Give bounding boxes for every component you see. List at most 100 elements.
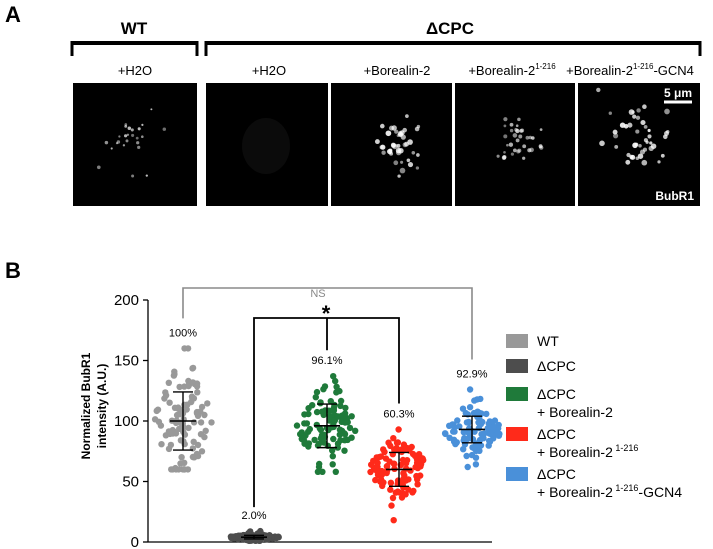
stain-label: BubR1 bbox=[655, 189, 694, 203]
data-point bbox=[402, 460, 410, 467]
kinetochore-spot bbox=[405, 114, 409, 118]
faint-cell-glow bbox=[242, 118, 290, 174]
chart-axes: 0 50 100 150 200 bbox=[114, 292, 492, 549]
data-point bbox=[166, 430, 174, 438]
kinetochore-spot bbox=[411, 151, 416, 155]
kinetochore-spot bbox=[392, 143, 398, 150]
kinetochore-spot bbox=[104, 140, 109, 145]
kinetochore-spot bbox=[608, 111, 612, 115]
data-point bbox=[337, 402, 344, 410]
kinetochore-spot bbox=[110, 147, 113, 150]
kinetochore-spot bbox=[643, 125, 648, 129]
legend-swatch bbox=[506, 387, 528, 401]
kinetochore-spot bbox=[127, 126, 132, 130]
legend-label-line-2: + Borealin-2 1-216-GCN4 bbox=[537, 483, 682, 500]
kinetochore-spot bbox=[613, 133, 619, 139]
panel-a-letter: A bbox=[5, 2, 21, 27]
legend-swatch bbox=[506, 359, 528, 373]
kinetochore-spot bbox=[385, 130, 392, 137]
data-point bbox=[201, 433, 208, 441]
micrograph-dcpc-borealin2-1-216 bbox=[455, 83, 575, 206]
y-tick-label: 0 bbox=[131, 534, 139, 549]
percent-label: 100% bbox=[169, 327, 197, 339]
data-point bbox=[407, 467, 414, 474]
data-point bbox=[463, 452, 470, 460]
panel-b-letter: B bbox=[5, 258, 21, 283]
data-point bbox=[204, 400, 211, 407]
data-point bbox=[466, 386, 474, 393]
kinetochore-spot bbox=[649, 141, 653, 145]
data-point bbox=[189, 364, 197, 372]
data-point bbox=[302, 432, 309, 439]
kinetochore-spot bbox=[137, 145, 141, 150]
kinetochore-spot bbox=[522, 156, 526, 160]
data-point bbox=[334, 413, 341, 420]
data-point bbox=[311, 436, 318, 444]
data-point bbox=[446, 422, 453, 429]
kinetochore-spot bbox=[503, 150, 506, 154]
condition-label-5: +Borealin-21-216-GCN4 bbox=[566, 62, 694, 78]
data-point bbox=[326, 413, 333, 420]
legend-swatch bbox=[506, 427, 528, 441]
data-point bbox=[478, 431, 486, 438]
data-point bbox=[330, 373, 337, 380]
data-point bbox=[475, 424, 483, 432]
kinetochore-spot bbox=[503, 134, 508, 139]
kinetochore-spot bbox=[150, 108, 153, 111]
kinetochore-spot bbox=[515, 128, 520, 134]
data-point bbox=[333, 389, 340, 396]
data-point bbox=[330, 435, 337, 443]
data-point bbox=[390, 460, 398, 467]
data-point bbox=[194, 412, 202, 419]
data-point bbox=[463, 419, 471, 426]
data-point bbox=[377, 453, 385, 460]
data-point bbox=[158, 441, 165, 448]
kinetochore-spot bbox=[162, 127, 167, 131]
legend-label: ΔCPC bbox=[537, 426, 576, 442]
data-point bbox=[464, 463, 471, 471]
condition-label-4: +Borealin-21-216 bbox=[468, 62, 556, 78]
condition-label-2: +H2O bbox=[252, 63, 286, 78]
data-point bbox=[387, 479, 395, 486]
data-point bbox=[293, 422, 301, 429]
percent-labels: 100% 2.0% 96.1% 60.3% 92.9% bbox=[169, 327, 488, 522]
data-point bbox=[460, 446, 467, 453]
y-axis-title-line-1: Normalized BubR1 bbox=[79, 352, 93, 459]
data-point bbox=[395, 426, 402, 433]
kinetochore-spot bbox=[614, 144, 619, 149]
data-point bbox=[327, 398, 334, 405]
data-point bbox=[460, 429, 467, 436]
kinetochore-spot bbox=[634, 142, 639, 147]
kinetochore-spot bbox=[379, 145, 384, 150]
kinetochore-spot bbox=[612, 129, 618, 135]
data-point bbox=[414, 481, 421, 488]
kinetochore-spot bbox=[388, 148, 393, 153]
kinetochore-spot bbox=[664, 108, 670, 115]
kinetochore-spot bbox=[642, 147, 648, 152]
data-point bbox=[189, 379, 197, 386]
data-point bbox=[398, 494, 406, 501]
kinetochore-spot bbox=[643, 138, 648, 143]
data-point bbox=[181, 466, 188, 473]
data-point bbox=[387, 486, 394, 493]
data-point bbox=[459, 405, 467, 412]
kinetochore-spot bbox=[522, 144, 527, 149]
data-point bbox=[168, 466, 175, 473]
kinetochore-spot bbox=[506, 143, 509, 147]
data-point bbox=[184, 401, 191, 408]
data-point bbox=[329, 453, 336, 460]
kinetochore-spot bbox=[374, 139, 380, 145]
data-point bbox=[390, 517, 397, 524]
data-point bbox=[175, 405, 182, 412]
kinetochore-spot bbox=[381, 150, 386, 155]
kinetochore-spot bbox=[380, 123, 385, 129]
data-point bbox=[490, 423, 497, 431]
data-point bbox=[329, 447, 336, 454]
legend-swatch bbox=[506, 467, 528, 481]
kinetochore-spot bbox=[391, 125, 397, 131]
data-point bbox=[368, 461, 375, 468]
data-point bbox=[399, 481, 406, 489]
kinetochore-spot bbox=[135, 136, 139, 140]
data-point bbox=[176, 425, 183, 432]
